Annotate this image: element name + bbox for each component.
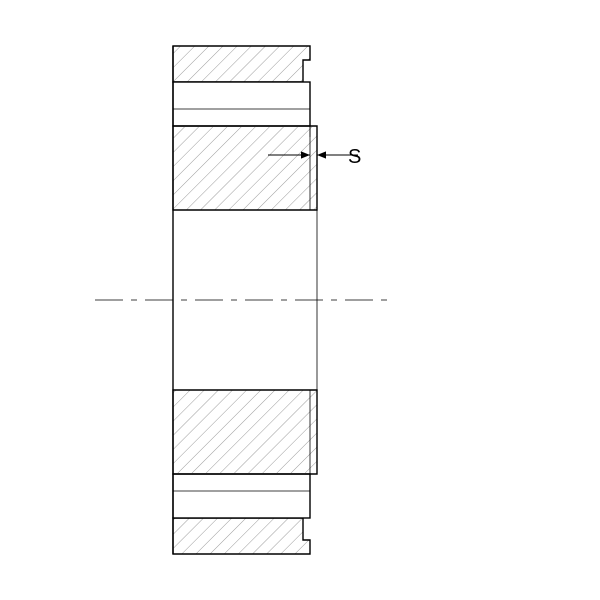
inner-ring-hatch-top: [173, 126, 317, 210]
roller-bottom: [173, 474, 310, 518]
outer-ring-hatch-bottom: [173, 518, 310, 554]
dim-arrow-right: [317, 151, 326, 158]
bearing-cross-section-svg: S: [0, 0, 600, 600]
inner-ring-hatch-bottom: [173, 390, 317, 474]
outer-ring-hatch-top: [173, 46, 310, 82]
roller-top: [173, 82, 310, 126]
dim-s-label: S: [348, 146, 361, 168]
